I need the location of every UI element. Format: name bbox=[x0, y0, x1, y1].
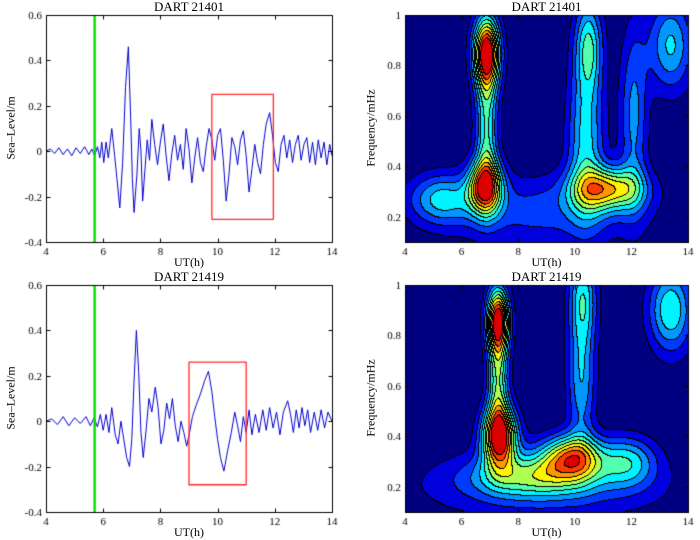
dart-21401-timeseries-plot bbox=[0, 0, 350, 270]
panel-dart-21401-timeseries: DART 21401 Sea–Level/m UT(h) bbox=[0, 0, 350, 270]
y-axis-label: Frequency/mHz bbox=[363, 359, 378, 437]
x-axis-label: UT(h) bbox=[531, 525, 562, 539]
panel-title: DART 21419 bbox=[511, 269, 582, 284]
panel-title: DART 21401 bbox=[153, 0, 225, 14]
panel-title: DART 21401 bbox=[511, 0, 582, 14]
panel-title: DART 21419 bbox=[153, 269, 225, 284]
panel-dart-21419-spectrogram: DART 21419 Frequency/mHz UT(h) bbox=[350, 270, 700, 540]
dart-21419-spectrogram-plot bbox=[350, 270, 700, 540]
y-axis-label: Frequency/mHz bbox=[363, 89, 378, 167]
x-axis-label: UT(h) bbox=[174, 255, 204, 269]
dart-21401-spectrogram-plot bbox=[350, 0, 700, 270]
y-axis-label: Sea–Level/m bbox=[3, 366, 18, 430]
x-axis-label: UT(h) bbox=[531, 255, 562, 269]
x-axis-label: UT(h) bbox=[174, 525, 204, 539]
dart-21419-timeseries-plot bbox=[0, 270, 350, 540]
panel-dart-21419-timeseries: DART 21419 Sea–Level/m UT(h) bbox=[0, 270, 350, 540]
y-axis-label: Sea–Level/m bbox=[3, 96, 18, 160]
panel-dart-21401-spectrogram: DART 21401 Frequency/mHz UT(h) bbox=[350, 0, 700, 270]
